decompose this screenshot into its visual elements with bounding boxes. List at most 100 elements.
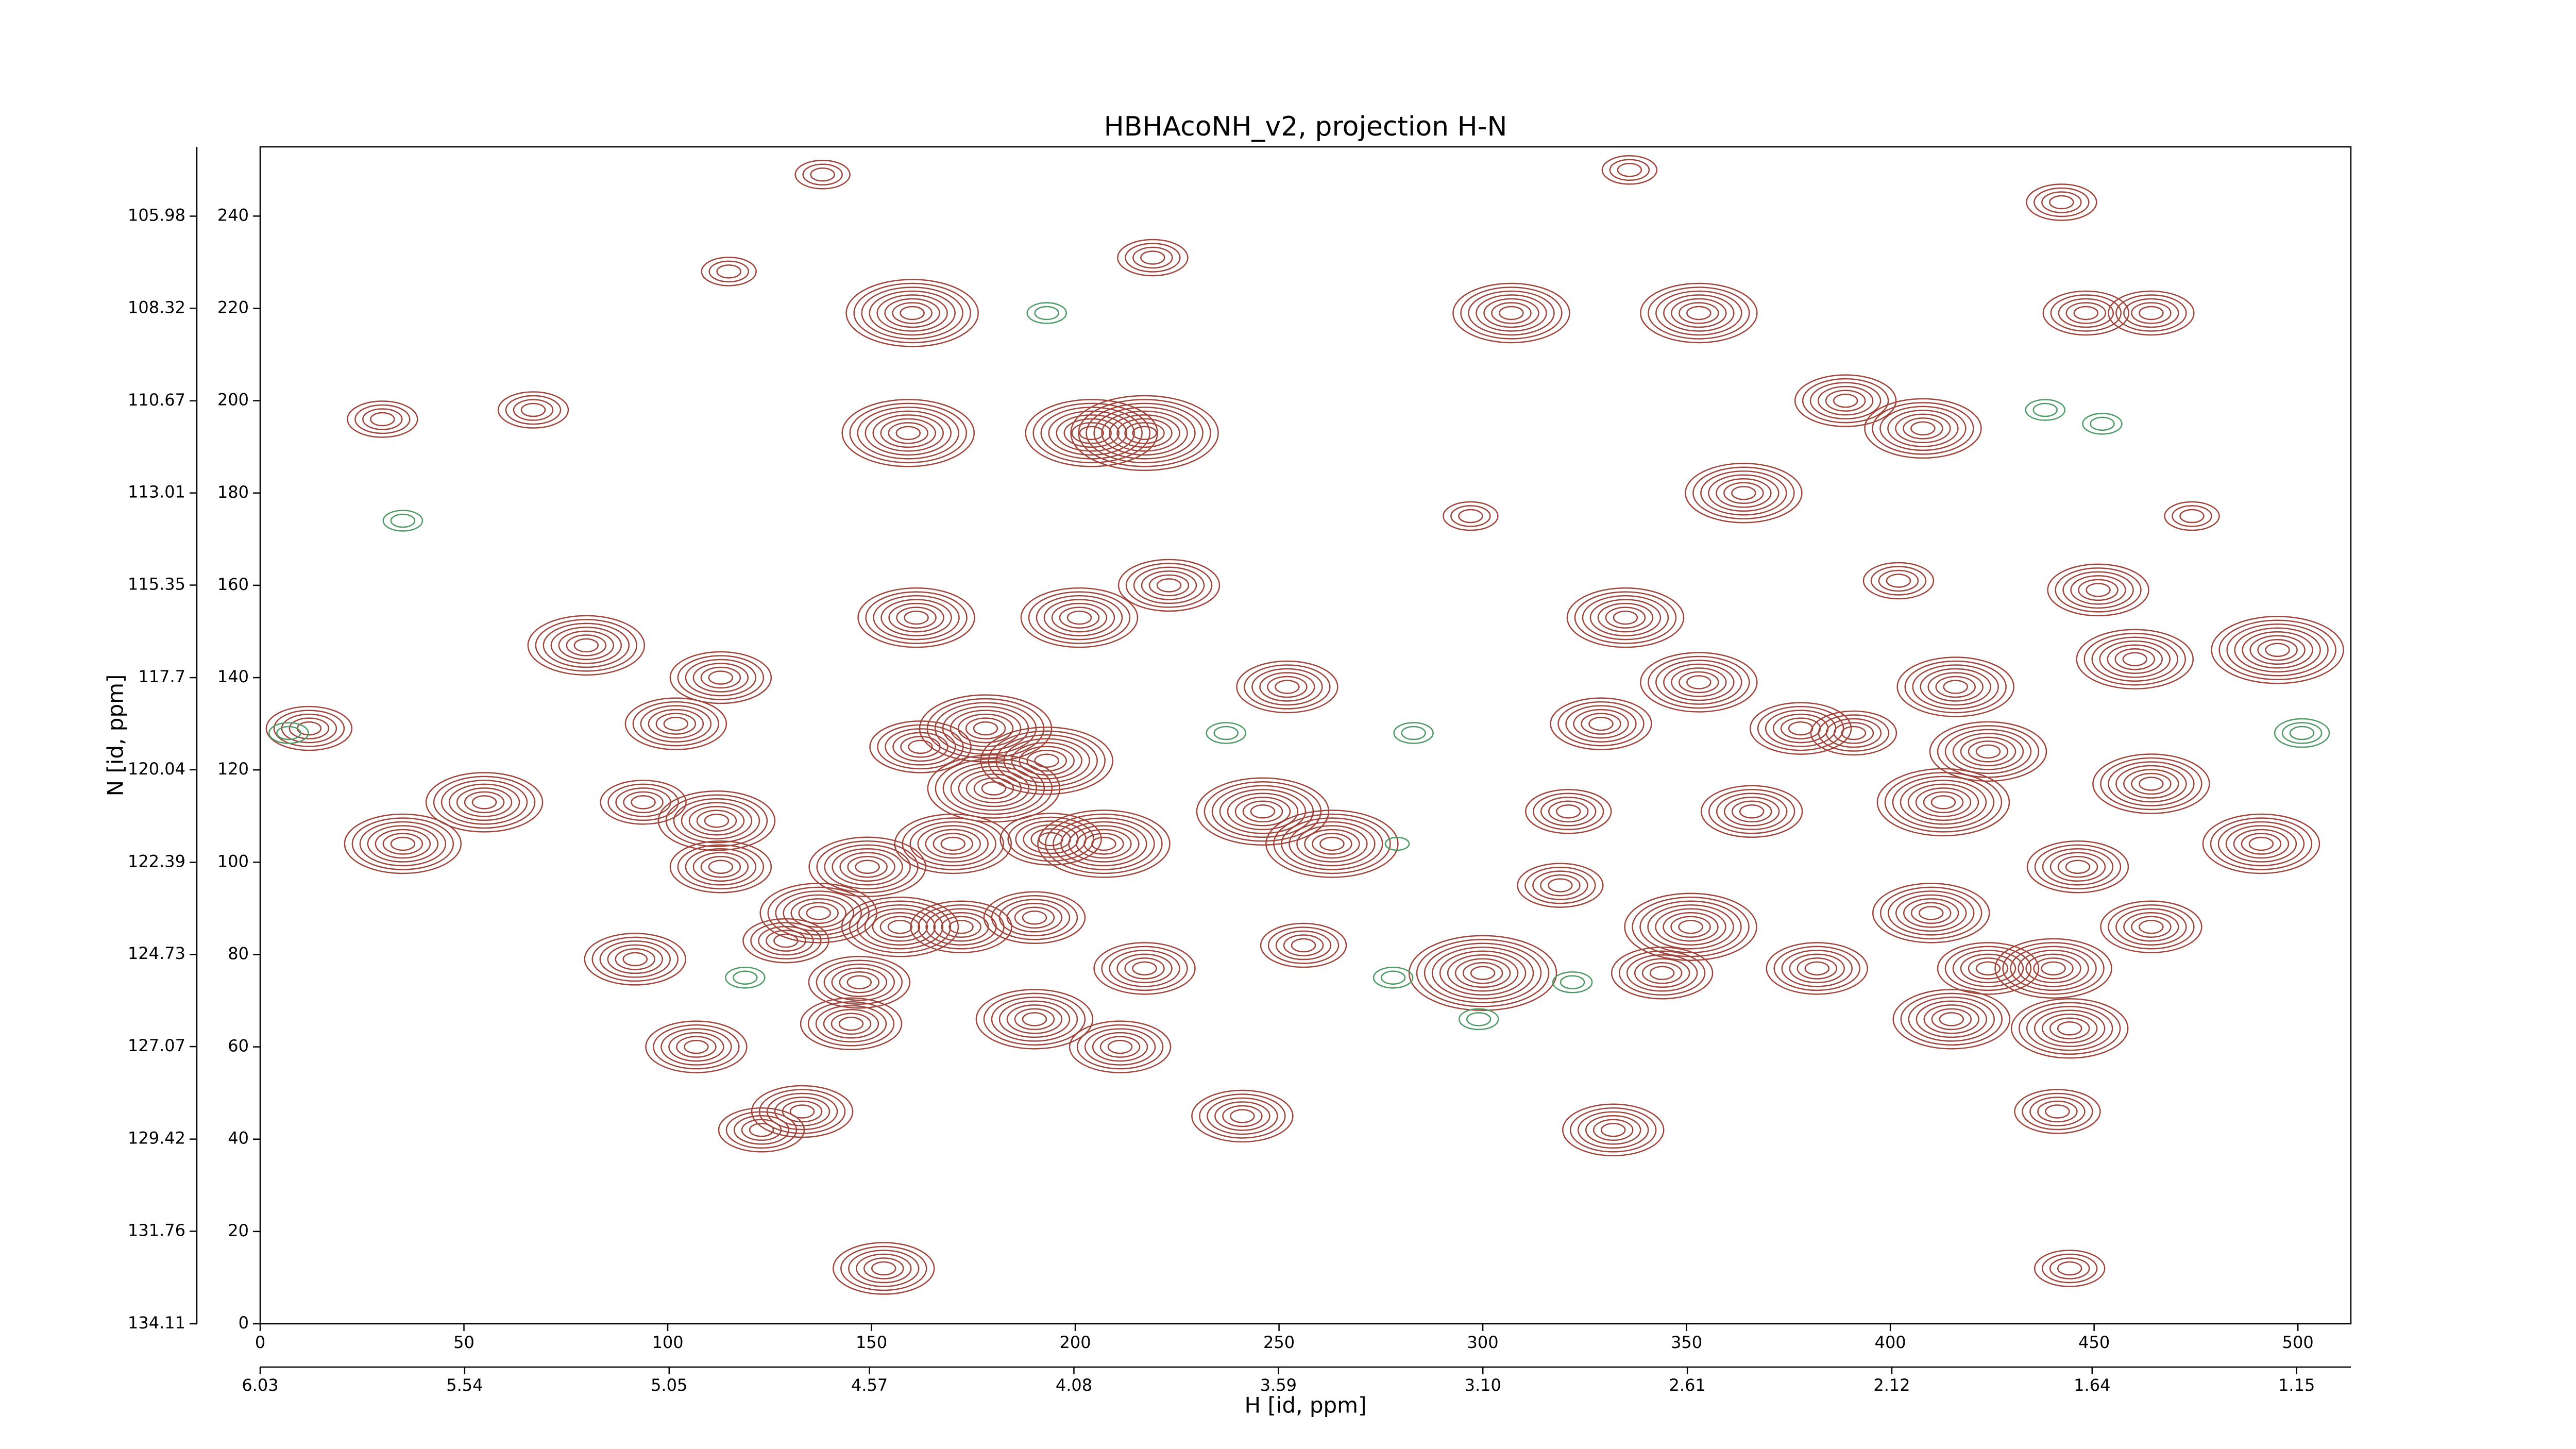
positive-contour bbox=[872, 912, 928, 942]
positive-contour bbox=[375, 829, 431, 859]
positive-contour bbox=[1766, 942, 1868, 995]
positive-contour bbox=[917, 825, 989, 863]
positive-contour bbox=[1214, 1101, 1270, 1131]
positive-contour bbox=[1613, 610, 1638, 625]
positive-contour bbox=[1423, 942, 1542, 1004]
positive-contour bbox=[692, 852, 749, 882]
positive-contour bbox=[1053, 817, 1155, 870]
positive-contour bbox=[425, 772, 544, 833]
positive-contour bbox=[1589, 599, 1662, 636]
positive-contour bbox=[645, 1020, 748, 1073]
positive-contour bbox=[816, 840, 919, 894]
positive-contour bbox=[1275, 680, 1300, 694]
positive-contour bbox=[1927, 672, 1984, 702]
positive-contour bbox=[1910, 902, 1952, 924]
negative-contour bbox=[2281, 722, 2323, 744]
positive-contour bbox=[1939, 1012, 1964, 1026]
positive-contour bbox=[599, 940, 671, 978]
positive-contour bbox=[2172, 505, 2212, 527]
positive-contour bbox=[1700, 470, 1787, 516]
positive-contour bbox=[839, 852, 895, 882]
positive-contour bbox=[1679, 671, 1719, 694]
positive-contour bbox=[1452, 282, 1570, 344]
positive-contour bbox=[871, 1261, 896, 1276]
positive-contour bbox=[591, 936, 679, 982]
positive-contour bbox=[1626, 954, 1698, 992]
positive-contour bbox=[1207, 1097, 1278, 1135]
positive-contour bbox=[1242, 800, 1283, 823]
positive-contour bbox=[1450, 505, 1491, 527]
positive-contour bbox=[1678, 919, 1703, 934]
positive-contour bbox=[948, 919, 974, 934]
positive-contour bbox=[877, 724, 964, 770]
positive-contour bbox=[1907, 783, 1979, 821]
positive-contour bbox=[869, 720, 972, 773]
y2-tick-label: 131.76 bbox=[128, 1220, 185, 1240]
positive-contour bbox=[1685, 463, 1803, 524]
positive-contour bbox=[864, 908, 936, 946]
positive-contour bbox=[1022, 1012, 1047, 1026]
positive-contour bbox=[1781, 950, 1853, 987]
y-tick-label: 0 bbox=[239, 1313, 249, 1333]
positive-contour bbox=[1091, 836, 1116, 851]
positive-contour bbox=[653, 1024, 740, 1070]
y-tick-label: 120 bbox=[217, 759, 249, 779]
positive-contour bbox=[2045, 1104, 2070, 1119]
positive-contour bbox=[794, 159, 851, 190]
positive-contour bbox=[2115, 908, 2187, 946]
positive-contour bbox=[2139, 919, 2164, 934]
positive-contour bbox=[685, 659, 757, 697]
positive-contour bbox=[1952, 733, 2024, 770]
positive-contour bbox=[1605, 606, 1646, 629]
positive-contour bbox=[2099, 640, 2171, 678]
positive-contour bbox=[440, 780, 528, 825]
negative-contour bbox=[725, 966, 766, 989]
positive-contour bbox=[1319, 836, 1345, 851]
positive-contour bbox=[2179, 509, 2205, 524]
positive-contour bbox=[832, 848, 903, 886]
positive-contour bbox=[2257, 639, 2298, 661]
positive-contour bbox=[2249, 635, 2306, 665]
positive-contour bbox=[983, 992, 1086, 1046]
positive-contour bbox=[2131, 772, 2172, 795]
positive-contour bbox=[708, 860, 734, 874]
positive-contour bbox=[957, 713, 1014, 744]
positive-contour bbox=[995, 734, 1098, 787]
positive-contour bbox=[2108, 761, 2195, 806]
positive-contour bbox=[607, 944, 664, 974]
positive-contour bbox=[668, 1032, 724, 1062]
y2-tick-label: 113.01 bbox=[128, 482, 185, 502]
positive-contour bbox=[758, 925, 814, 956]
positive-contour bbox=[1140, 250, 1165, 265]
positive-contour bbox=[2037, 1100, 2078, 1123]
negative-contour bbox=[1560, 975, 1585, 989]
positive-contour bbox=[999, 813, 1102, 866]
positive-contour bbox=[839, 971, 880, 993]
negative-contour bbox=[1384, 836, 1410, 851]
plot-area bbox=[265, 155, 2344, 1295]
y2-tick-label: 108.32 bbox=[128, 297, 185, 317]
positive-contour bbox=[1036, 595, 1123, 641]
positive-contour bbox=[558, 630, 615, 661]
y-tick-label: 140 bbox=[217, 667, 249, 686]
negative-contour bbox=[2289, 726, 2315, 740]
x-tick-label: 400 bbox=[1875, 1333, 1906, 1352]
positive-contour bbox=[767, 886, 870, 940]
positive-contour bbox=[950, 766, 1038, 811]
positive-contour bbox=[1125, 563, 1213, 608]
positive-contour bbox=[1117, 239, 1189, 277]
positive-contour bbox=[648, 709, 704, 739]
positive-contour bbox=[584, 933, 687, 986]
positive-contour bbox=[896, 606, 937, 629]
positive-contour bbox=[2086, 583, 2111, 597]
positive-contour bbox=[798, 902, 839, 924]
x-tick-label: 250 bbox=[1263, 1333, 1295, 1352]
positive-contour bbox=[909, 821, 997, 867]
positive-contour bbox=[980, 727, 1113, 795]
positive-contour bbox=[1086, 402, 1204, 464]
positive-contour bbox=[879, 916, 921, 938]
positive-contour bbox=[362, 408, 403, 430]
positive-contour bbox=[550, 627, 622, 664]
positive-contour bbox=[1483, 298, 1539, 328]
